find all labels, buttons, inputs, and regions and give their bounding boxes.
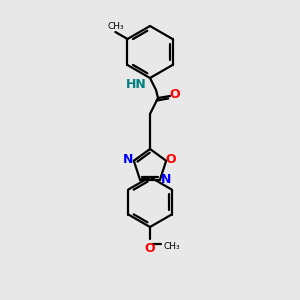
- Text: N: N: [161, 173, 171, 186]
- Text: O: O: [170, 88, 180, 101]
- Text: N: N: [123, 153, 133, 166]
- Text: CH₃: CH₃: [107, 22, 124, 31]
- Text: CH₃: CH₃: [163, 242, 180, 251]
- Text: O: O: [145, 242, 155, 255]
- Text: O: O: [166, 153, 176, 166]
- Text: HN: HN: [126, 79, 146, 92]
